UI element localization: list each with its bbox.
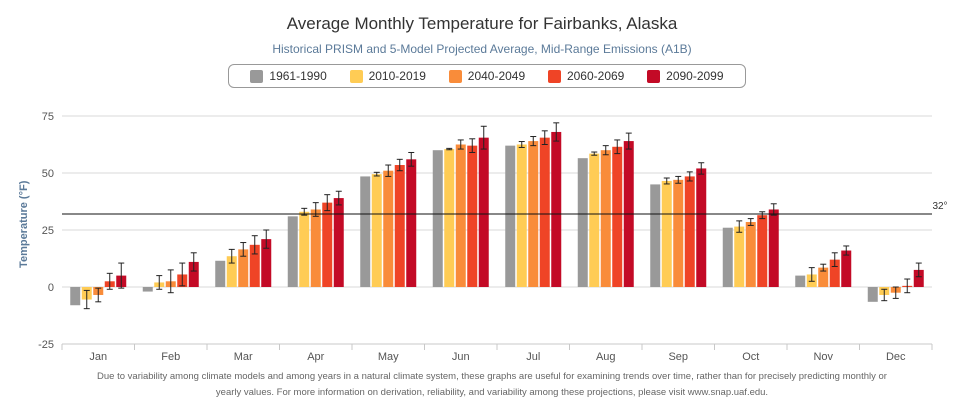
- legend-swatch: [647, 69, 661, 83]
- bar: [841, 250, 852, 287]
- legend: 1961-1990 2010-2019 2040-2049 2060-2069 …: [228, 64, 746, 88]
- x-tick-label: Nov: [813, 351, 833, 363]
- bar: [551, 131, 562, 287]
- y-tick-label: 25: [42, 225, 54, 237]
- x-tick-label: Apr: [307, 351, 324, 363]
- bar: [867, 287, 878, 302]
- bar: [444, 149, 455, 287]
- bar: [650, 184, 661, 287]
- bar: [188, 261, 199, 287]
- legend-label: 2010-2019: [368, 69, 426, 83]
- legend-item-2040-2049[interactable]: 2040-2049: [448, 69, 526, 83]
- y-tick-label: 75: [42, 111, 54, 123]
- bar: [757, 215, 768, 287]
- y-tick-label: 50: [42, 168, 54, 180]
- bar: [612, 146, 623, 287]
- y-tick-label: -25: [38, 339, 54, 351]
- bar: [734, 226, 745, 287]
- bar: [371, 174, 382, 287]
- legend-swatch: [448, 69, 462, 83]
- bar: [455, 144, 466, 287]
- x-tick-label: Jan: [89, 351, 107, 363]
- bar: [818, 267, 829, 287]
- x-tick-label: Jul: [526, 351, 540, 363]
- legend-swatch: [547, 69, 561, 83]
- x-tick-label: Sep: [668, 351, 688, 363]
- bar: [722, 227, 733, 287]
- bar: [478, 137, 489, 287]
- legend-label: 2090-2099: [666, 69, 724, 83]
- bar: [673, 179, 684, 287]
- y-axis-label: Temperature (°F): [18, 180, 30, 268]
- bar: [795, 275, 806, 287]
- legend-swatch: [250, 69, 264, 83]
- bar: [383, 170, 394, 287]
- bar: [505, 145, 516, 287]
- bar: [215, 260, 226, 287]
- bar: [299, 211, 310, 287]
- bar: [696, 168, 707, 287]
- bar: [310, 209, 321, 287]
- bar: [226, 256, 237, 287]
- footnote: Due to variability among climate models …: [60, 369, 924, 401]
- footnote-line-1: Due to variability among climate models …: [97, 371, 887, 382]
- bar: [394, 165, 405, 287]
- legend-swatch: [349, 69, 363, 83]
- bar: [467, 145, 478, 287]
- bar: [360, 176, 371, 287]
- bar: [70, 287, 81, 306]
- y-tick-label: 0: [48, 282, 54, 294]
- bar: [768, 209, 779, 287]
- x-tick-label: Dec: [886, 351, 906, 363]
- bar: [287, 216, 298, 287]
- legend-item-2090-2099[interactable]: 2090-2099: [647, 69, 724, 83]
- legend-label: 2040-2049: [467, 69, 526, 83]
- bar: [913, 269, 924, 287]
- x-tick-label: Mar: [234, 351, 253, 363]
- bar: [261, 239, 272, 287]
- chart-title: Average Monthly Temperature for Fairbank…: [286, 14, 678, 33]
- bar: [516, 144, 527, 287]
- x-tick-label: Feb: [161, 351, 180, 363]
- reference-line-label: 32°: [932, 201, 947, 212]
- legend-item-1961-1990[interactable]: 1961-1990: [250, 69, 327, 83]
- bar: [684, 176, 695, 287]
- bar: [249, 244, 260, 287]
- bar: [322, 202, 333, 287]
- bar: [829, 259, 840, 287]
- footnote-line-2: yearly values. For more information on d…: [215, 387, 769, 398]
- legend-label: 2060-2069: [566, 69, 625, 83]
- x-tick-label: May: [378, 351, 399, 363]
- bar: [539, 137, 550, 287]
- x-tick-label: Jun: [452, 351, 470, 363]
- bar: [432, 150, 443, 287]
- legend-label: 1961-1990: [269, 69, 327, 83]
- bar: [333, 198, 344, 287]
- legend-item-2060-2069[interactable]: 2060-2069: [547, 69, 625, 83]
- bar: [406, 159, 417, 287]
- bar: [661, 180, 672, 287]
- x-tick-label: Oct: [742, 351, 759, 363]
- bar: [589, 153, 600, 287]
- x-tick-label: Aug: [596, 351, 616, 363]
- legend-item-2010-2019[interactable]: 2010-2019: [349, 69, 426, 83]
- bar: [600, 150, 611, 287]
- chart-subtitle: Historical PRISM and 5-Model Projected A…: [272, 42, 692, 56]
- bar: [238, 249, 249, 287]
- bar: [142, 287, 153, 292]
- bar: [577, 158, 588, 287]
- bar: [745, 222, 756, 287]
